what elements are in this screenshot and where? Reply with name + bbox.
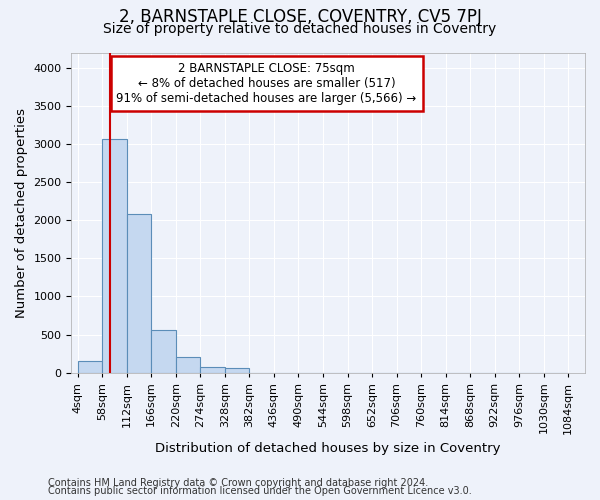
Bar <box>102 140 127 372</box>
Text: Contains HM Land Registry data © Crown copyright and database right 2024.: Contains HM Land Registry data © Crown c… <box>48 478 428 488</box>
Y-axis label: Number of detached properties: Number of detached properties <box>15 108 28 318</box>
Bar <box>151 330 176 372</box>
Text: Contains public sector information licensed under the Open Government Licence v3: Contains public sector information licen… <box>48 486 472 496</box>
Bar <box>176 356 200 372</box>
Text: 2, BARNSTAPLE CLOSE, COVENTRY, CV5 7PJ: 2, BARNSTAPLE CLOSE, COVENTRY, CV5 7PJ <box>119 8 481 26</box>
Bar <box>200 366 225 372</box>
Bar <box>127 214 151 372</box>
Text: 2 BARNSTAPLE CLOSE: 75sqm
← 8% of detached houses are smaller (517)
91% of semi-: 2 BARNSTAPLE CLOSE: 75sqm ← 8% of detach… <box>116 62 416 105</box>
Bar <box>225 368 250 372</box>
X-axis label: Distribution of detached houses by size in Coventry: Distribution of detached houses by size … <box>155 442 501 455</box>
Text: Size of property relative to detached houses in Coventry: Size of property relative to detached ho… <box>103 22 497 36</box>
Bar <box>78 361 102 372</box>
